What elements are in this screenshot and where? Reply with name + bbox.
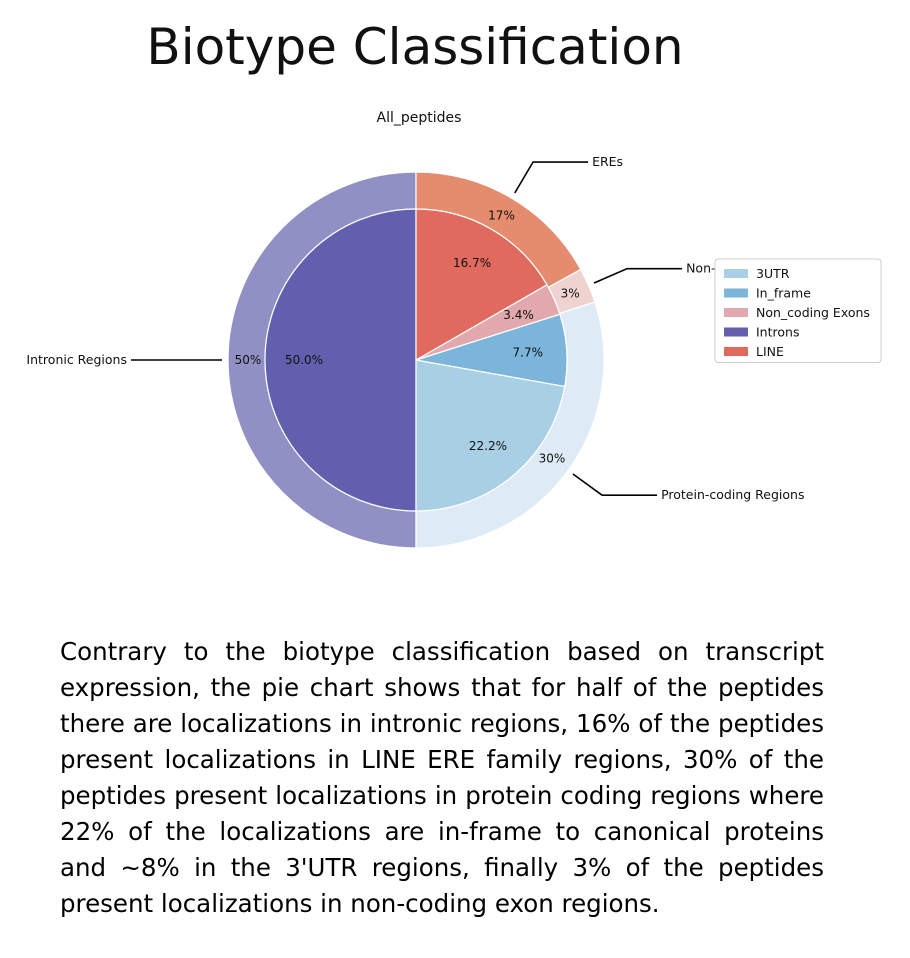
inner-label-3utr: 22.2% <box>469 439 507 453</box>
inner-label-non-coding-exons: 3.4% <box>503 308 534 322</box>
legend-box <box>714 258 882 363</box>
inner-ring: 50.0% 22.2% 7.7% 3.4% 16.7% <box>264 208 568 512</box>
callout-line-eres <box>514 161 589 194</box>
legend-swatch-introns <box>724 327 748 337</box>
inner-slice-introns <box>264 208 417 512</box>
outer-label-protein-coding-regions: 30% <box>539 452 566 466</box>
caption-text: Contrary to the biotype classification b… <box>60 637 824 918</box>
legend: 3UTR In_frame Non_coding Exons Introns LINE <box>714 258 882 363</box>
outer-label-non-coding-rnas: 3% <box>561 286 580 300</box>
inner-slice-line <box>415 208 548 362</box>
callout-line-protein-coding-regions <box>572 473 658 496</box>
callout-line-non-coding-rnas <box>593 267 683 284</box>
callout-label-intronic-regions: Intronic Regions <box>26 352 127 367</box>
inner-label-introns: 50.0% <box>285 353 323 367</box>
legend-label-introns: Introns <box>756 325 799 340</box>
outer-label-intronic-regions: 50% <box>235 353 262 367</box>
legend-swatch-in-frame <box>724 288 748 298</box>
inner-slice-3utr <box>415 359 566 512</box>
inner-label-in-frame: 7.7% <box>513 346 544 360</box>
legend-swatch-non-coding-exons <box>724 308 748 317</box>
legend-label-non-coding-exons: Non_coding Exons <box>756 305 870 320</box>
legend-swatch-3utr <box>724 269 748 278</box>
callout-label-eres: EREs <box>592 154 623 169</box>
legend-label-in-frame: In_frame <box>756 286 811 301</box>
callout-label-protein-coding-regions: Protein-coding Regions <box>661 487 804 502</box>
inner-label-line: 16.7% <box>453 256 491 270</box>
outer-label-eres: 17% <box>488 208 515 222</box>
legend-label-line: LINE <box>756 344 784 359</box>
legend-swatch-line <box>724 347 748 356</box>
legend-label-3utr: 3UTR <box>756 266 790 281</box>
pie-chart: All_peptides 50% 30% 3% 17% 50.0% 22.2% 7.7% 3… <box>26 110 882 549</box>
page-title: Biotype Classification <box>146 18 684 76</box>
chart-title: All_peptides <box>377 110 462 126</box>
